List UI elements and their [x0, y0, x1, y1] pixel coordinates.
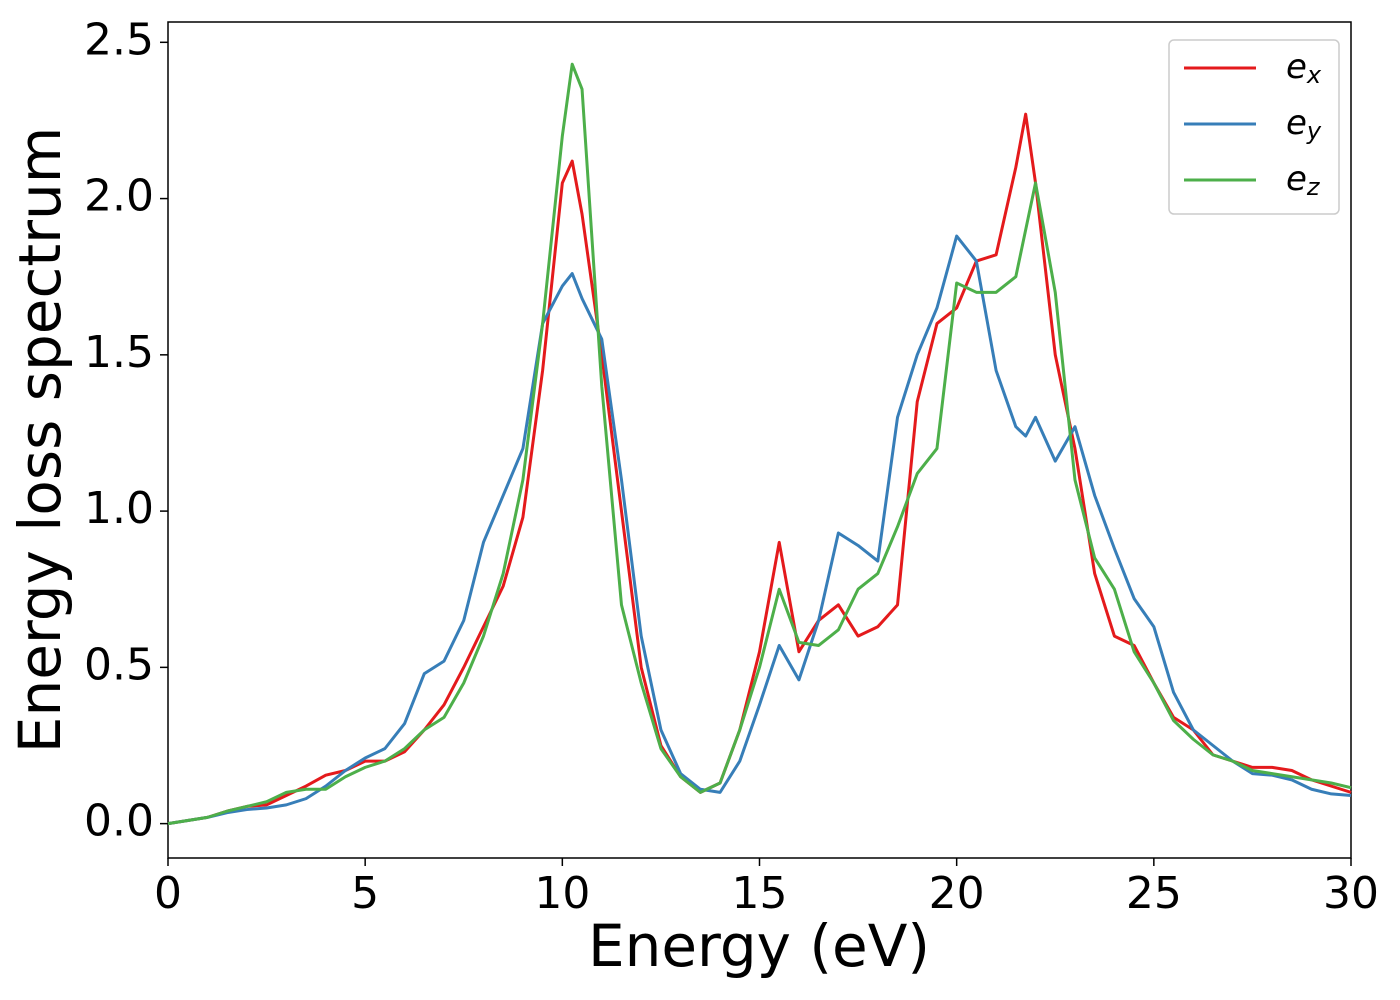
y-tick-label: 2.0	[84, 171, 154, 222]
legend-box	[1168, 39, 1340, 215]
x-tick-label: 30	[1323, 868, 1379, 919]
y-tick-label: 0.5	[84, 639, 154, 690]
x-tick-label: 20	[929, 868, 985, 919]
x-axis-label: Energy (eV)	[588, 912, 930, 980]
x-tick-label: 5	[351, 868, 379, 919]
y-tick-label: 1.0	[84, 483, 154, 534]
plot-frame	[167, 21, 1352, 859]
legend-label: ey	[1286, 103, 1322, 146]
x-tick-label: 10	[534, 868, 590, 919]
y-axis-label: Energy loss spectrum	[6, 127, 74, 753]
y-tick-label: 0.0	[84, 796, 154, 847]
y-tick-label: 1.5	[84, 327, 154, 378]
x-tick-label: 0	[154, 868, 182, 919]
y-tick-label: 2.5	[84, 14, 154, 65]
x-tick-label: 15	[732, 868, 788, 919]
series-line	[167, 62, 1352, 826]
x-tick-label: 25	[1126, 868, 1182, 919]
legend-label: ex	[1286, 47, 1322, 90]
series-line	[167, 234, 1352, 826]
legend-label: ez	[1286, 159, 1321, 202]
